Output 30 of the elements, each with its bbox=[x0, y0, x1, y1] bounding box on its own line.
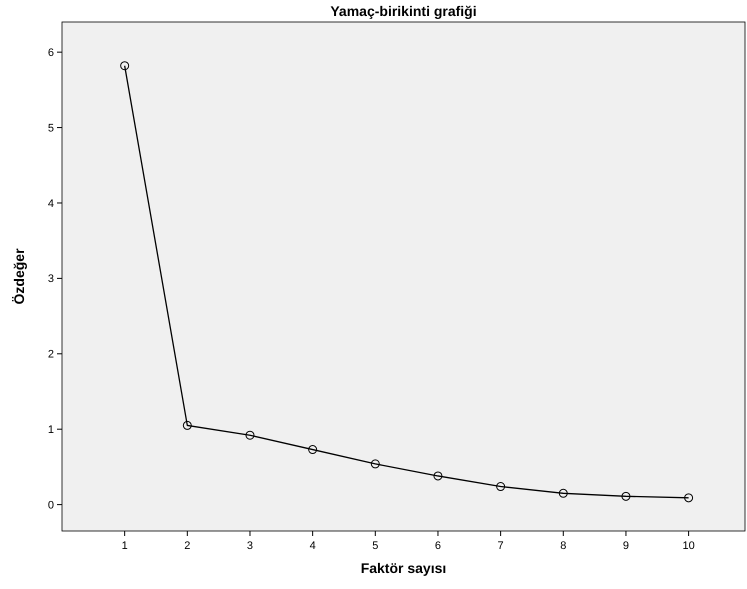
x-tick-label: 8 bbox=[560, 540, 566, 552]
y-tick-label: 6 bbox=[48, 47, 54, 60]
point bbox=[120, 61, 130, 70]
y-tick-label: 3 bbox=[48, 273, 54, 286]
x-tick-label: 7 bbox=[498, 540, 504, 552]
point bbox=[182, 420, 192, 430]
point bbox=[621, 492, 630, 501]
y-axis-title: Özdeğer bbox=[11, 248, 27, 305]
chart-title: Yamaç-birikinti grafiği bbox=[330, 3, 477, 19]
x-tick-label: 4 bbox=[310, 540, 316, 552]
point bbox=[558, 488, 568, 498]
x-tick-label: 1 bbox=[122, 540, 128, 552]
x-tick-label: 5 bbox=[372, 540, 378, 552]
y-tick-label: 2 bbox=[48, 348, 54, 361]
point bbox=[433, 471, 442, 480]
x-tick-label: 9 bbox=[622, 540, 630, 552]
point bbox=[370, 459, 380, 468]
point bbox=[684, 493, 694, 502]
y-tick-label: 1 bbox=[48, 424, 54, 436]
x-tick-label: 3 bbox=[246, 540, 254, 552]
y-tick-label: 0 bbox=[48, 499, 54, 512]
point bbox=[245, 430, 254, 440]
x-axis-title: Faktör sayısı bbox=[360, 560, 446, 576]
point bbox=[308, 445, 318, 454]
x-tick-label: 2 bbox=[184, 540, 190, 552]
y-tick-label: 4 bbox=[48, 198, 54, 210]
x-tick-label: 10 bbox=[682, 540, 695, 552]
y-tick-label: 5 bbox=[48, 122, 54, 134]
x-tick-label: 6 bbox=[434, 540, 442, 552]
point bbox=[496, 482, 506, 492]
